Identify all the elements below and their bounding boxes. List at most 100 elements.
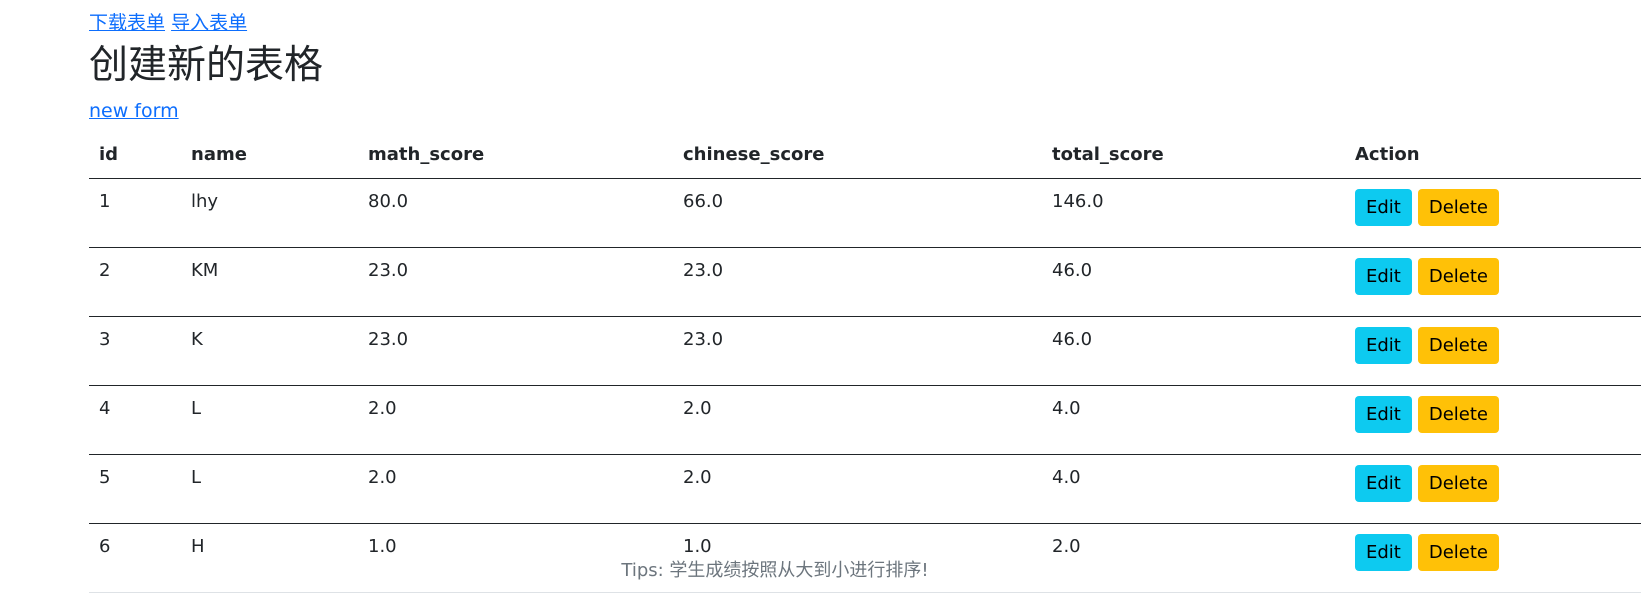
delete-button[interactable]: Delete (1417, 189, 1500, 226)
chinese-score-value: 2.0 (683, 398, 712, 419)
chinese-score-value: 23.0 (683, 260, 724, 281)
math-score-value: 2.0 (368, 398, 397, 419)
edit-button[interactable]: Edit (1355, 534, 1412, 571)
table-body: 1 lhy 80.0 66.0 146.0 Edit Delete 2 KM 23… (89, 178, 1641, 593)
math-score-value: 23.0 (368, 329, 409, 350)
top-links: 下载表单 导入表单 (89, 10, 247, 36)
cell-name: lhy (181, 178, 358, 248)
cell-total-score: 46.0 (1042, 247, 1345, 317)
cell-chinese-score: 2.0 (673, 385, 1042, 455)
cell-id: 2 (89, 247, 181, 317)
cell-total-score: 4.0 (1042, 454, 1345, 524)
total-score-value: 46.0 (1052, 260, 1093, 281)
cell-action: Edit Delete (1345, 385, 1641, 455)
cell-math-score: 80.0 (358, 178, 673, 248)
table-row: 4 L 2.0 2.0 4.0 Edit Delete (89, 385, 1641, 455)
cell-name: L (181, 385, 358, 455)
cell-chinese-score: 2.0 (673, 454, 1042, 524)
total-score-value: 4.0 (1052, 467, 1081, 488)
header-chinese-score: chinese_score (673, 131, 1042, 179)
edit-button[interactable]: Edit (1355, 396, 1412, 433)
table-row: 3 K 23.0 23.0 46.0 Edit Delete (89, 316, 1641, 386)
chinese-score-value: 1.0 (683, 536, 712, 557)
math-score-value: 2.0 (368, 467, 397, 488)
math-score-value: 1.0 (368, 536, 397, 557)
cell-action: Edit Delete (1345, 454, 1641, 524)
name-value: KM (191, 260, 219, 281)
cell-name: KM (181, 247, 358, 317)
id-value: 6 (99, 536, 111, 557)
id-value: 1 (99, 191, 111, 212)
header-name: name (181, 131, 358, 179)
table-header: id name math_score chinese_score total_s… (89, 131, 1641, 179)
cell-total-score: 2.0 (1042, 523, 1345, 593)
name-value: lhy (191, 191, 219, 212)
name-value: K (191, 329, 203, 350)
cell-total-score: 4.0 (1042, 385, 1345, 455)
chinese-score-value: 66.0 (683, 191, 724, 212)
edit-button[interactable]: Edit (1355, 258, 1412, 295)
id-value: 3 (99, 329, 111, 350)
download-form-link[interactable]: 下载表单 (89, 12, 166, 34)
cell-id: 6 (89, 523, 181, 593)
cell-id: 5 (89, 454, 181, 524)
total-score-value: 2.0 (1052, 536, 1081, 557)
delete-button[interactable]: Delete (1417, 327, 1500, 364)
cell-action: Edit Delete (1345, 178, 1641, 248)
import-form-link[interactable]: 导入表单 (171, 12, 248, 34)
cell-action: Edit Delete (1345, 247, 1641, 317)
edit-button[interactable]: Edit (1355, 327, 1412, 364)
name-value: H (191, 536, 205, 557)
cell-action: Edit Delete (1345, 523, 1641, 593)
table-row: 5 L 2.0 2.0 4.0 Edit Delete (89, 454, 1641, 524)
total-score-value: 46.0 (1052, 329, 1093, 350)
header-id: id (89, 131, 181, 179)
cell-name: H (181, 523, 358, 593)
sort-tips: Tips: 学生成绩按照从大到小进行排序! (621, 560, 929, 581)
id-value: 5 (99, 467, 111, 488)
edit-button[interactable]: Edit (1355, 189, 1412, 226)
header-action: Action (1345, 131, 1641, 179)
cell-id: 3 (89, 316, 181, 386)
table-row: 2 KM 23.0 23.0 46.0 Edit Delete (89, 247, 1641, 317)
math-score-value: 80.0 (368, 191, 409, 212)
total-score-value: 146.0 (1052, 191, 1104, 212)
cell-math-score: 23.0 (358, 316, 673, 386)
cell-math-score: 2.0 (358, 454, 673, 524)
cell-total-score: 46.0 (1042, 316, 1345, 386)
header-total-score: total_score (1042, 131, 1345, 179)
cell-math-score: 1.0 (358, 523, 673, 593)
delete-button[interactable]: Delete (1417, 258, 1500, 295)
id-value: 4 (99, 398, 111, 419)
cell-chinese-score: 23.0 (673, 316, 1042, 386)
table-header-row: id name math_score chinese_score total_s… (89, 131, 1641, 179)
cell-chinese-score: 66.0 (673, 178, 1042, 248)
cell-id: 4 (89, 385, 181, 455)
delete-button[interactable]: Delete (1417, 396, 1500, 433)
new-form-link[interactable]: new form (89, 100, 179, 122)
chinese-score-value: 2.0 (683, 467, 712, 488)
cell-chinese-score: 23.0 (673, 247, 1042, 317)
cell-id: 1 (89, 178, 181, 248)
cell-action: Edit Delete (1345, 316, 1641, 386)
name-value: L (191, 398, 202, 419)
table-row: 1 lhy 80.0 66.0 146.0 Edit Delete (89, 178, 1641, 248)
math-score-value: 23.0 (368, 260, 409, 281)
cell-total-score: 146.0 (1042, 178, 1345, 248)
header-math-score: math_score (358, 131, 673, 179)
name-value: L (191, 467, 202, 488)
cell-chinese-score: 1.0 (673, 523, 1042, 593)
cell-name: L (181, 454, 358, 524)
cell-math-score: 2.0 (358, 385, 673, 455)
table-row: 6 H 1.0 1.0 2.0 Edit Delete (89, 523, 1641, 593)
total-score-value: 4.0 (1052, 398, 1081, 419)
id-value: 2 (99, 260, 111, 281)
delete-button[interactable]: Delete (1417, 465, 1500, 502)
scores-table: id name math_score chinese_score total_s… (89, 131, 1641, 593)
page-title: 创建新的表格 (89, 43, 324, 88)
delete-button[interactable]: Delete (1417, 534, 1500, 571)
chinese-score-value: 23.0 (683, 329, 724, 350)
edit-button[interactable]: Edit (1355, 465, 1412, 502)
cell-math-score: 23.0 (358, 247, 673, 317)
cell-name: K (181, 316, 358, 386)
